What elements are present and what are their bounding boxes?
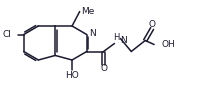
Text: OH: OH bbox=[161, 40, 175, 49]
Text: Cl: Cl bbox=[2, 30, 11, 39]
Text: O: O bbox=[149, 20, 156, 29]
Text: Me: Me bbox=[81, 7, 94, 16]
Text: HO: HO bbox=[65, 71, 79, 81]
Text: N: N bbox=[89, 29, 95, 38]
Text: N: N bbox=[120, 36, 127, 45]
Text: H: H bbox=[113, 33, 120, 42]
Text: O: O bbox=[100, 64, 107, 73]
